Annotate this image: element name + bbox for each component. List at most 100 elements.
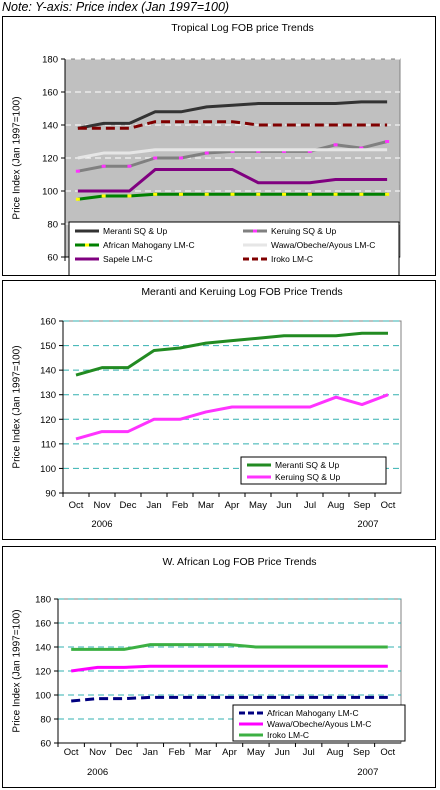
x-tick-label-oct: Oct [64, 747, 79, 758]
x-tick-label-dec: Dec [120, 500, 137, 511]
legend-label-meranti-sq-up: Meranti SQ & Up [103, 226, 168, 236]
year-label-start: 2006 [87, 767, 108, 778]
w-african-log-chart-panel: W. African Log FOB Price Trends 60 80 100 12… [2, 546, 436, 788]
y-axis-label: Price Index (Jan 1997=100) [12, 609, 23, 732]
x-tick-label-jun: Jun [276, 500, 291, 511]
y-tick-label: 60 [47, 253, 58, 264]
y-tick-label: 180 [35, 595, 51, 606]
data-point-keruing-sq-up [359, 146, 364, 150]
x-tick-label-oct: Oct [381, 500, 396, 511]
chart-title: Tropical Log FOB price Trends [171, 22, 314, 34]
x-tick-label-aug: Aug [327, 747, 344, 758]
legend-label-keruing-sq-up: Keruing SQ & Up [275, 472, 340, 482]
year-label-end: 2007 [357, 767, 378, 778]
legend-label-wawa-obeche-ayous-lm-c: Wawa/Obeche/Ayous LM-C [271, 240, 375, 250]
legend-box [240, 456, 387, 485]
legend-label-african-mahogany-lm-c: African Mahogany LM-C [103, 240, 195, 250]
x-tick-label-nov: Nov [89, 747, 106, 758]
data-point-keruing-sq-up [282, 149, 287, 153]
y-axis-label: Price Index (Jan 1997=100) [12, 96, 23, 219]
x-tick-label-feb: Feb [172, 500, 188, 511]
data-point-african-mahogany-lm-c [75, 197, 80, 201]
y-tick-label: 90 [45, 489, 56, 500]
x-tick-label-sep: Sep [354, 500, 371, 511]
data-point-african-mahogany-lm-c [256, 192, 261, 196]
data-point-keruing-sq-up [178, 156, 183, 160]
w-african-log-chart: W. African Log FOB Price Trends 60 80 100 12… [12, 556, 406, 778]
y-tick-label: 100 [35, 691, 51, 702]
year-label-start: 2006 [91, 519, 112, 530]
y-axis-label: Price Index (Jan 1997=100) [12, 345, 23, 468]
legend-marker-keruing-sq-up [253, 229, 257, 233]
y-tick-label: 120 [42, 154, 58, 165]
data-point-keruing-sq-up [333, 143, 338, 147]
data-point-african-mahogany-lm-c [101, 194, 106, 198]
y-tick-label: 110 [41, 439, 56, 450]
x-tick-label-jul: Jul [304, 500, 316, 511]
x-tick-label-may: May [247, 747, 265, 758]
y-tick-label: 100 [42, 187, 58, 198]
series-line-african-mahogany-lm-c [71, 695, 388, 703]
year-label-end: 2007 [357, 519, 378, 530]
data-point-african-mahogany-lm-c [204, 192, 209, 196]
y-tick-label: 130 [40, 390, 56, 401]
series-line-wawa-obeche-ayous-lm-c [70, 664, 388, 673]
x-tick-label-jun: Jun [275, 747, 290, 758]
legend-label-african-mahogany-lm-c: African Mahogany LM-C [267, 708, 359, 718]
y-tick-label: 60 [40, 739, 51, 750]
y-tick-label: 120 [35, 667, 51, 678]
x-tick-label-apr: Apr [222, 747, 237, 758]
y-axis-note: Note: Y-axis: Price index (Jan 1997=100) [2, 0, 230, 14]
x-tick-label-aug: Aug [328, 500, 345, 511]
data-point-keruing-sq-up [75, 169, 80, 173]
y-tick-label: 120 [40, 415, 56, 426]
chart-title: Meranti and Keruing Log FOB Price Trends [141, 286, 342, 298]
x-tick-label-nov: Nov [94, 500, 111, 511]
y-tick-label: 160 [35, 619, 51, 630]
x-tick-label-oct: Oct [69, 500, 84, 511]
y-tick-label: 140 [35, 643, 51, 654]
legend-label-keruing-sq-up: Keruing SQ & Up [271, 226, 336, 236]
data-point-african-mahogany-lm-c [307, 192, 312, 196]
x-tick-label-mar: Mar [198, 500, 214, 511]
y-tick-label: 160 [42, 88, 58, 99]
legend-label-meranti-sq-up: Meranti SQ & Up [275, 460, 340, 470]
legend-box [68, 221, 400, 275]
legend-label-wawa-obeche-ayous-lm-c: Wawa/Obeche/Ayous LM-C [267, 719, 371, 729]
x-tick-label-mar: Mar [195, 747, 211, 758]
y-tick-label: 140 [42, 121, 58, 132]
tropical-log-chart: Tropical Log FOB price Trends 60 80 100 120 1… [12, 22, 401, 275]
data-point-african-mahogany-lm-c [153, 192, 158, 196]
series-line-meranti-sq-up [75, 331, 388, 377]
data-point-african-mahogany-lm-c [359, 192, 364, 196]
y-tick-label: 80 [40, 715, 51, 726]
y-tick-label: 180 [42, 55, 58, 66]
data-point-keruing-sq-up [153, 156, 158, 160]
x-tick-label-oct: Oct [380, 747, 395, 758]
data-point-african-mahogany-lm-c [282, 192, 287, 196]
data-point-keruing-sq-up [307, 149, 312, 153]
legend-label-sapele-lm-c: Sapele LM-C [103, 254, 153, 264]
y-tick-label: 150 [40, 341, 56, 352]
legend-marker-african-mahogany-lm-c [85, 243, 89, 247]
x-tick-label-jul: Jul [303, 747, 315, 758]
x-tick-label-jan: Jan [143, 747, 158, 758]
y-tick-label: 80 [47, 220, 58, 231]
data-point-keruing-sq-up [127, 164, 132, 168]
data-point-keruing-sq-up [204, 151, 209, 155]
x-tick-label-feb: Feb [169, 747, 185, 758]
data-point-african-mahogany-lm-c [127, 194, 132, 198]
data-point-keruing-sq-up [385, 140, 390, 143]
x-tick-label-apr: Apr [225, 500, 240, 511]
x-tick-label-sep: Sep [353, 747, 370, 758]
series-line-sapele-lm-c [77, 168, 388, 193]
legend-label-iroko-lm-c: Iroko LM-C [271, 254, 313, 264]
x-tick-label-may: May [249, 500, 267, 511]
meranti-keruing-chart: Meranti and Keruing Log FOB Price Trends… [12, 286, 402, 530]
tropical-log-chart-panel: Tropical Log FOB price Trends 60 80 100 120 1… [2, 16, 436, 276]
data-point-african-mahogany-lm-c [230, 192, 235, 196]
series-line-iroko-lm-c [77, 120, 388, 130]
legend-label-iroko-lm-c: Iroko LM-C [267, 730, 309, 740]
y-tick-label: 100 [40, 464, 56, 475]
x-tick-label-jan: Jan [146, 500, 161, 511]
